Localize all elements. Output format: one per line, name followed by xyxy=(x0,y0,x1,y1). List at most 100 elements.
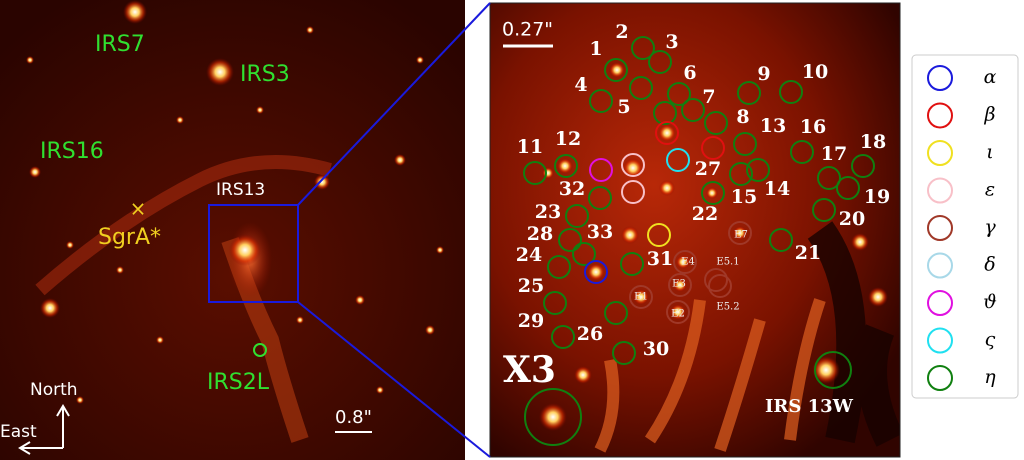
source xyxy=(621,226,639,244)
source xyxy=(633,289,649,305)
source-number: 4 xyxy=(574,74,587,96)
source-circle xyxy=(565,204,589,228)
e-label: E5.1 xyxy=(716,257,739,268)
source-circle xyxy=(851,154,875,178)
source-circle xyxy=(708,274,732,298)
source-number: 7 xyxy=(702,86,715,108)
source-circle xyxy=(647,223,671,247)
source-circle xyxy=(604,301,628,325)
star xyxy=(26,56,34,64)
source-number: 23 xyxy=(535,201,561,223)
source-circle xyxy=(551,325,575,349)
source-circle xyxy=(655,121,679,145)
scale-label: 0.27" xyxy=(502,19,553,41)
source xyxy=(539,403,567,431)
source-circle xyxy=(779,80,803,104)
source-number: 29 xyxy=(518,310,544,332)
source-circle xyxy=(543,291,567,315)
star xyxy=(40,298,60,318)
compass xyxy=(18,404,70,455)
source-number: 17 xyxy=(821,143,847,165)
source-number: 1 xyxy=(589,38,602,60)
source-circle xyxy=(584,260,608,284)
label: North xyxy=(30,380,78,400)
source-number: 2 xyxy=(615,21,628,43)
star xyxy=(206,58,234,86)
star xyxy=(76,396,84,404)
legend-label: η xyxy=(984,366,996,388)
e-label: E7 xyxy=(734,230,748,241)
source-circle xyxy=(817,166,841,190)
source-circle xyxy=(812,198,836,222)
label: 0.8" xyxy=(335,407,372,428)
e-label: E5.2 xyxy=(716,302,739,313)
source-circle xyxy=(629,76,653,100)
legend-marker xyxy=(927,327,953,354)
source-circle xyxy=(558,228,582,252)
legend-marker xyxy=(927,252,953,279)
zoom-box xyxy=(208,204,299,303)
legend-label: β xyxy=(984,104,996,126)
right-image xyxy=(490,3,900,457)
label: × xyxy=(130,197,147,221)
source-circle xyxy=(681,98,705,122)
star xyxy=(66,241,74,249)
source-circle xyxy=(648,50,672,74)
star xyxy=(29,166,41,178)
source-number: 10 xyxy=(802,61,828,83)
source-circle xyxy=(728,221,752,245)
legend-marker xyxy=(927,177,953,204)
source-circle xyxy=(701,181,725,205)
source-number: 30 xyxy=(643,338,669,360)
legend-label: γ xyxy=(984,216,996,238)
source-circle xyxy=(668,273,692,297)
left-image xyxy=(0,0,465,460)
star xyxy=(394,154,406,166)
star xyxy=(156,336,164,344)
source-circle xyxy=(790,140,814,164)
source-number: 26 xyxy=(577,323,603,345)
star xyxy=(176,116,184,124)
source xyxy=(673,278,687,292)
source xyxy=(659,180,675,196)
e-label: E4 xyxy=(681,257,695,268)
source-circle xyxy=(604,58,628,82)
source-circle xyxy=(547,255,571,279)
source-circle xyxy=(621,180,645,204)
source xyxy=(609,62,625,78)
source-number: 6 xyxy=(683,62,696,84)
source-circle xyxy=(588,186,612,210)
source-number: 20 xyxy=(839,208,865,230)
e-label: E3 xyxy=(672,279,686,290)
source-number: 32 xyxy=(559,178,585,200)
source-number: 27 xyxy=(695,158,721,180)
source xyxy=(676,255,690,269)
source-circle xyxy=(554,154,578,178)
irs13w-label: IRS 13W xyxy=(765,396,854,417)
source-circle xyxy=(612,341,636,365)
legend-label: ε xyxy=(985,179,995,201)
source-number: 19 xyxy=(864,186,890,208)
star xyxy=(425,325,435,335)
source-number: 9 xyxy=(757,63,770,85)
star xyxy=(123,0,147,24)
star xyxy=(296,316,304,324)
e-label: E1 xyxy=(634,292,648,303)
star xyxy=(376,386,384,394)
legend-label: α xyxy=(984,66,997,88)
label: East xyxy=(0,422,37,442)
label: IRS13 xyxy=(216,180,265,200)
label: IRS2L xyxy=(207,370,270,395)
source-number: 11 xyxy=(517,136,543,158)
source-circle xyxy=(653,101,677,125)
source-number: 16 xyxy=(800,116,826,138)
source xyxy=(868,287,888,307)
source xyxy=(812,356,840,384)
x3-label: X3 xyxy=(503,349,556,391)
source-number: 28 xyxy=(527,223,553,245)
source-circle xyxy=(621,153,645,177)
source-circle xyxy=(572,242,596,266)
right-frame xyxy=(489,2,901,458)
source xyxy=(587,263,605,281)
source-circle xyxy=(667,82,691,106)
